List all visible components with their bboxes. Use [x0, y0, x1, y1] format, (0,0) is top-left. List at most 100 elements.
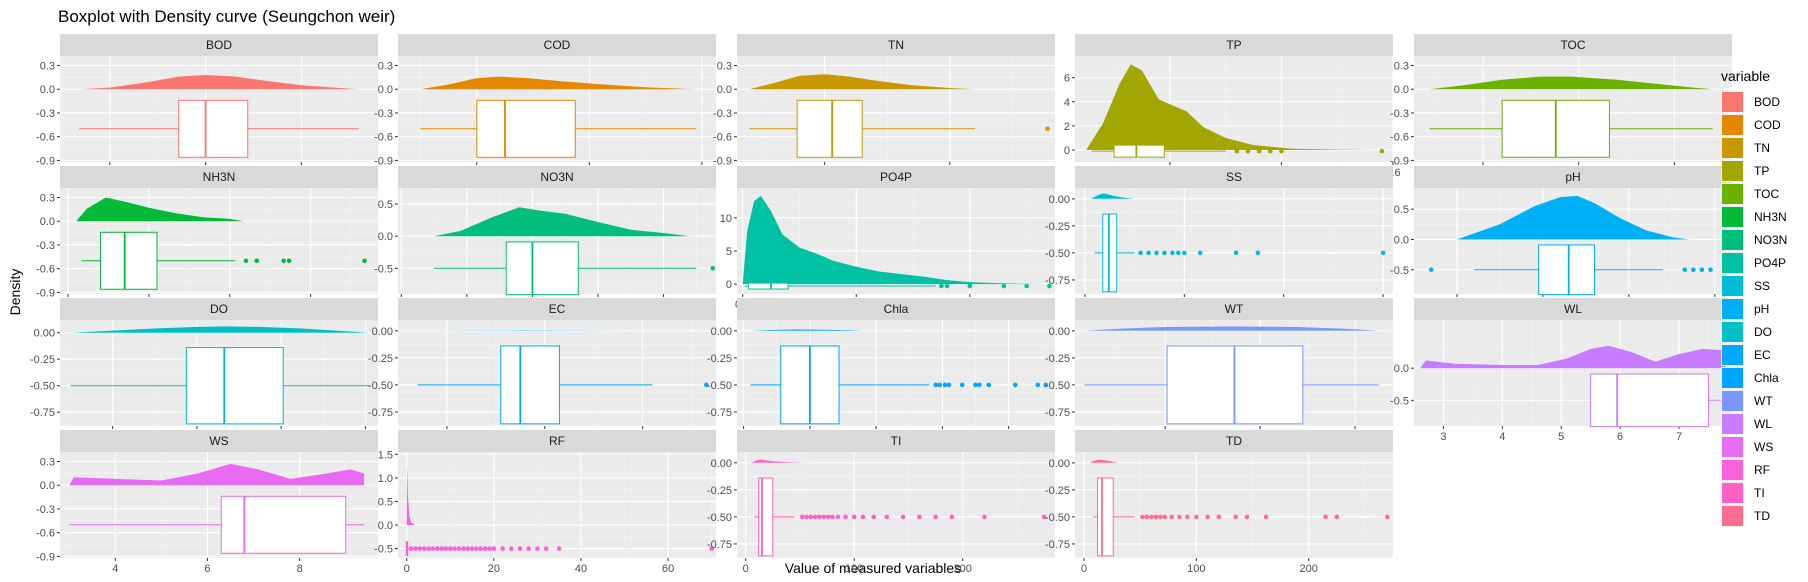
y-tick-label: -0.75: [30, 407, 55, 419]
y-tick-label: -0.50: [707, 380, 732, 392]
y-tick-label: -0.6: [36, 264, 55, 276]
y-tick-label: -0.6: [36, 132, 55, 144]
panel-COD: COD81216-0.9-0.6-0.30.00.3: [374, 34, 716, 179]
strip-BOD: [60, 34, 378, 56]
outlier-point: [1158, 514, 1163, 520]
strip-label: TD: [1226, 434, 1242, 448]
density-area: [749, 74, 975, 90]
strip-TD: [1075, 430, 1393, 452]
y-tick-label: 0.0: [1394, 363, 1409, 375]
outlier-point: [939, 283, 944, 289]
y-tick-label: 0.0: [378, 520, 393, 532]
x-tick-label: 200: [954, 563, 972, 575]
y-tick-label: -0.9: [36, 155, 55, 167]
strip-WS: [60, 430, 378, 452]
outlier-point: [967, 283, 973, 289]
outlier-point: [469, 546, 475, 551]
strip-pH: [1414, 166, 1732, 188]
y-tick-label: 4: [1064, 97, 1070, 109]
y-tick-label: -0.5: [1390, 265, 1409, 277]
outlier-point: [1233, 250, 1239, 256]
outlier-point: [1177, 514, 1182, 520]
x-tick-label: 7: [1676, 431, 1682, 443]
legend-key-WL: [1722, 414, 1743, 434]
outlier-point: [1279, 148, 1284, 154]
outlier-point: [942, 382, 948, 388]
y-tick-label: -0.75: [707, 539, 732, 551]
outlier-point: [884, 514, 890, 520]
outlier-point: [434, 546, 440, 551]
y-tick-label: -0.25: [1045, 221, 1070, 233]
y-tick-label: 0.00: [34, 328, 55, 340]
y-tick-label: -0.3: [374, 108, 393, 120]
outlier-point: [1379, 148, 1385, 154]
outlier-point: [491, 546, 497, 551]
strip-NO3N: [398, 166, 716, 188]
legend-key-pH: [1722, 299, 1743, 319]
outlier-point: [281, 258, 286, 264]
outlier-point: [443, 546, 449, 551]
legend-key-TOC: [1722, 184, 1743, 204]
y-tick-label: -0.25: [1045, 353, 1070, 365]
strip-label: TI: [891, 434, 902, 448]
outlier-point: [1144, 514, 1150, 520]
outlier-point: [1380, 250, 1386, 256]
outlier-point: [986, 382, 992, 388]
y-tick-label: -0.75: [1045, 407, 1070, 419]
legend-label: TP: [1754, 164, 1769, 178]
density-area: [1090, 193, 1135, 199]
y-tick-label: -0.25: [368, 353, 393, 365]
box-iqr: [99, 231, 158, 290]
outlier-point: [556, 546, 562, 551]
x-tick-label: 100: [1187, 563, 1205, 575]
outlier-point: [709, 546, 714, 551]
y-tick-label: -0.5: [1390, 395, 1409, 407]
outlier-point: [1385, 514, 1390, 520]
y-tick-label: -0.50: [1045, 248, 1070, 260]
outlier-point: [1041, 514, 1047, 520]
y-tick-label: -0.3: [36, 504, 55, 516]
outlier-point: [1024, 283, 1029, 289]
y-tick-label: 0.0: [378, 84, 393, 96]
outlier-point: [474, 546, 479, 551]
plot-background: [1075, 452, 1393, 558]
strip-label: NO3N: [540, 170, 573, 184]
x-tick-label: 100: [845, 563, 863, 575]
x-tick-label: 8: [297, 563, 303, 575]
y-tick-label: 1.5: [378, 449, 393, 461]
outlier-point: [1035, 382, 1041, 388]
outlier-point: [799, 514, 805, 520]
legend-label: WT: [1754, 394, 1773, 408]
outlier-point: [362, 258, 367, 264]
box-iqr: [178, 99, 249, 158]
strip-NH3N: [60, 166, 378, 188]
panel-Chla: Chla050100150200-0.75-0.50-0.250.00: [707, 298, 1055, 443]
strip-label: RF: [549, 434, 565, 448]
x-tick-label: 0: [1081, 563, 1087, 575]
y-tick-label: 0.5: [378, 496, 393, 508]
legend-label: DO: [1754, 325, 1772, 339]
outlier-point: [535, 546, 540, 551]
y-tick-label: -0.9: [36, 551, 55, 563]
y-tick-label: 0.0: [40, 216, 55, 228]
outlier-point: [1197, 250, 1203, 256]
y-tick-label: -0.6: [36, 528, 55, 540]
outlier-point: [982, 514, 987, 520]
outlier-point: [478, 546, 484, 551]
outlier-point: [843, 514, 848, 520]
outlier-point: [1691, 267, 1696, 273]
outlier-point: [430, 546, 436, 551]
outlier-point: [1162, 514, 1168, 520]
outlier-point: [703, 382, 709, 388]
strip-label: COD: [544, 38, 571, 52]
x-tick-label: 200: [1300, 563, 1318, 575]
y-tick-label: -0.9: [1390, 155, 1409, 167]
strip-TP: [1075, 34, 1393, 56]
strip-WL: [1414, 298, 1732, 320]
outlier-point: [1428, 267, 1434, 273]
plot-background: [398, 452, 716, 558]
panel-pH: pH6789-0.50.00.5: [1390, 166, 1732, 311]
outlier-point: [812, 514, 818, 520]
strip-TN: [737, 34, 1055, 56]
outlier-point: [851, 514, 857, 520]
